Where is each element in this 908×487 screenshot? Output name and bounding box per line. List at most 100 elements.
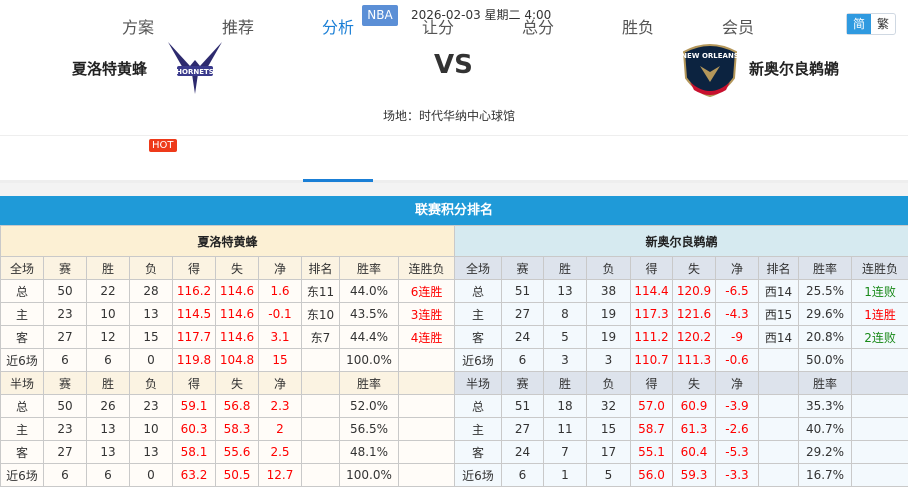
column-header: 胜 — [87, 257, 130, 280]
column-header: 失 — [216, 372, 259, 395]
table-cell: 117.3 — [631, 303, 673, 326]
table-cell: 15 — [259, 349, 302, 372]
table-cell: 27 — [44, 441, 87, 464]
table-cell: 总 — [455, 280, 502, 303]
table-cell: 60.4 — [673, 441, 716, 464]
table-cell: 20.8% — [799, 326, 852, 349]
tab-6[interactable]: 会员 — [703, 14, 773, 38]
table-cell — [302, 464, 340, 487]
table-cell: 25.5% — [799, 280, 852, 303]
table-cell: 111.3 — [673, 349, 716, 372]
table-cell: 114.6 — [216, 303, 259, 326]
hornets-logo: HORNETS — [166, 40, 224, 96]
tab-5[interactable]: 胜负 — [603, 14, 673, 38]
table-cell: 0 — [130, 464, 173, 487]
column-header: 负 — [587, 257, 631, 280]
tab-4[interactable]: 总分 — [503, 14, 573, 38]
column-header: 得 — [631, 257, 673, 280]
table-cell: 55.6 — [216, 441, 259, 464]
table-cell: 6 — [87, 464, 130, 487]
table-cell: 114.5 — [173, 303, 216, 326]
column-header: 赛 — [44, 372, 87, 395]
simplified-button[interactable]: 简 — [847, 14, 871, 34]
table-cell: 100.0% — [340, 464, 399, 487]
table-cell: 56.8 — [216, 395, 259, 418]
table-cell: 近6场 — [455, 464, 502, 487]
table-cell: 客 — [1, 326, 44, 349]
table-cell — [399, 349, 455, 372]
table-cell: 48.1% — [340, 441, 399, 464]
column-header: 赛 — [502, 257, 544, 280]
table-cell — [852, 464, 908, 487]
table-cell: 10 — [130, 418, 173, 441]
table-cell: 3 — [544, 349, 587, 372]
table-cell: 110.7 — [631, 349, 673, 372]
column-header: 赛 — [502, 372, 544, 395]
tab-3[interactable]: 让分 — [403, 14, 473, 38]
table-cell: 15 — [587, 418, 631, 441]
table-cell: 19 — [587, 326, 631, 349]
table-cell: 51 — [502, 280, 544, 303]
tab-2[interactable]: 分析 — [303, 14, 373, 38]
table-cell: 6 — [44, 464, 87, 487]
table-cell: -3.9 — [716, 395, 759, 418]
table-cell — [852, 349, 908, 372]
table-cell — [399, 441, 455, 464]
column-header: 半场 — [1, 372, 44, 395]
venue: 场地：时代华纳中心球馆 — [383, 107, 515, 124]
table-cell: 61.3 — [673, 418, 716, 441]
divider — [0, 183, 908, 196]
column-header — [759, 372, 799, 395]
table-cell: 52.0% — [340, 395, 399, 418]
table-cell — [302, 418, 340, 441]
table-cell: 38 — [587, 280, 631, 303]
table-cell: 近6场 — [1, 349, 44, 372]
table-cell: 24 — [502, 441, 544, 464]
table-cell — [399, 464, 455, 487]
section-title: 联赛积分排名 — [0, 196, 908, 225]
table-cell: -0.6 — [716, 349, 759, 372]
table-cell: 总 — [1, 280, 44, 303]
table-cell: 2连败 — [852, 326, 908, 349]
home-team-name[interactable]: 夏洛特黄蜂 — [72, 58, 147, 79]
table-cell — [302, 441, 340, 464]
table-cell: 22 — [87, 280, 130, 303]
table-cell: 主 — [455, 418, 502, 441]
table-cell — [302, 395, 340, 418]
tab-0[interactable]: 方案 — [103, 14, 173, 38]
tab-1[interactable]: 推荐 — [203, 14, 273, 38]
table-cell: 6连胜 — [399, 280, 455, 303]
table-cell: -2.6 — [716, 418, 759, 441]
away-team-name[interactable]: 新奥尔良鹈鹕 — [749, 58, 839, 79]
header-row: 全场赛胜负得失净排名胜率连胜负 — [1, 257, 455, 280]
column-header: 失 — [673, 372, 716, 395]
column-header: 得 — [631, 372, 673, 395]
table-cell: 50.5 — [216, 464, 259, 487]
column-header: 全场 — [1, 257, 44, 280]
table-cell: 客 — [455, 326, 502, 349]
table-cell — [302, 349, 340, 372]
table-cell — [759, 464, 799, 487]
table-cell — [399, 418, 455, 441]
table-cell: 40.7% — [799, 418, 852, 441]
table-cell: -0.1 — [259, 303, 302, 326]
table-cell — [399, 395, 455, 418]
tab-nav — [0, 135, 908, 183]
column-header: 胜率 — [340, 257, 399, 280]
table-cell: 117.7 — [173, 326, 216, 349]
traditional-button[interactable]: 繁 — [871, 14, 895, 34]
table-cell: 29.2% — [799, 441, 852, 464]
table-cell: 35.3% — [799, 395, 852, 418]
table-cell: 7 — [544, 441, 587, 464]
language-toggle[interactable]: 简 繁 — [846, 13, 896, 35]
team-header: 夏洛特黄蜂 — [1, 226, 455, 257]
table-cell: 114.4 — [631, 280, 673, 303]
column-header: 净 — [716, 257, 759, 280]
